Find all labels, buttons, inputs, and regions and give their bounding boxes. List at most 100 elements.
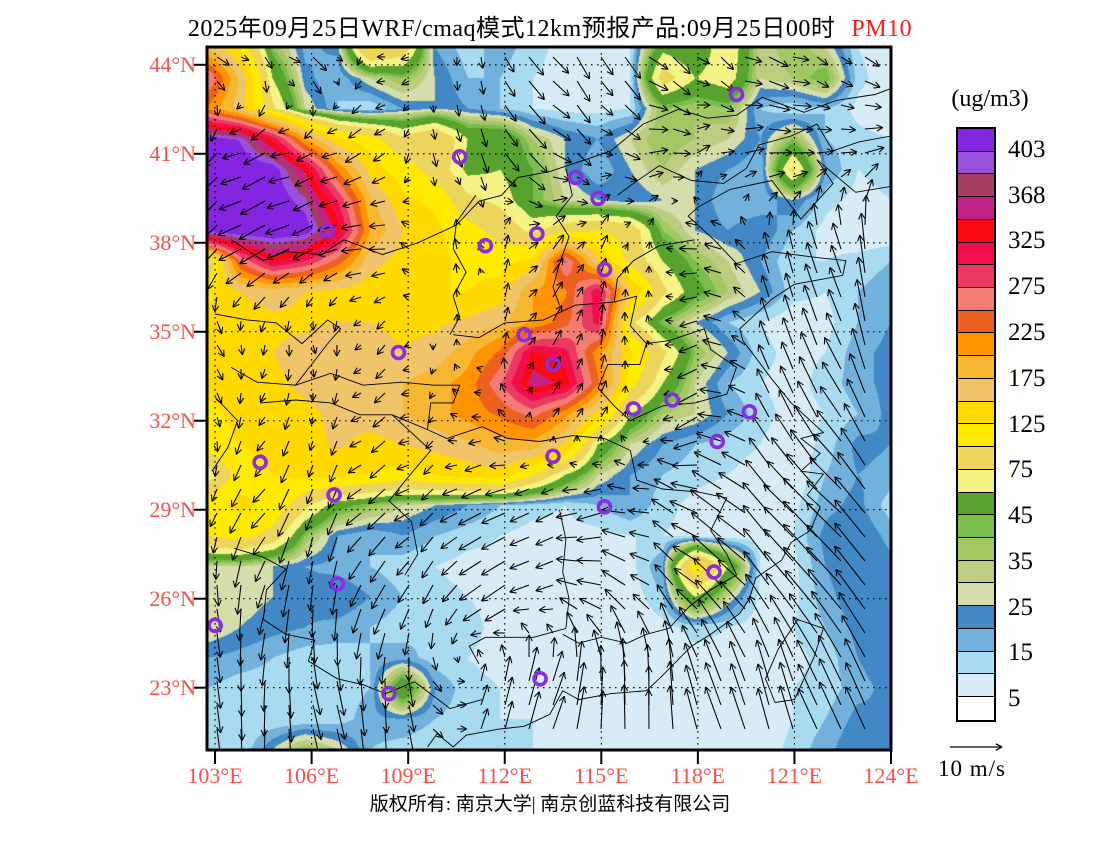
wind-arrow [312, 632, 316, 664]
wind-arrow-head [453, 288, 457, 296]
wind-arrow-head [845, 62, 853, 65]
wind-arrow-head [332, 424, 339, 430]
wind-arrow-head [661, 129, 669, 134]
wind-arrow [421, 488, 434, 501]
wind-arrow [235, 440, 242, 455]
wind-arrow-head [493, 629, 500, 634]
wind-arrow [652, 520, 674, 538]
wind-arrow-head [354, 82, 357, 90]
wind-arrow-head [217, 109, 222, 117]
wind-arrow-head [563, 139, 571, 141]
wind-arrow-head [441, 568, 445, 576]
wind-arrow [668, 638, 674, 682]
wind-arrow-head [333, 80, 340, 86]
wind-arrow [528, 176, 546, 191]
wind-arrow [306, 488, 314, 504]
wind-arrow-head [704, 243, 710, 250]
wind-arrow-head [642, 441, 650, 445]
wind-arrow-head [638, 92, 642, 101]
wind-arrow [293, 200, 314, 212]
wind-arrow-head [355, 653, 362, 660]
wind-arrow [579, 598, 602, 610]
lon-tick-label: 109°E [380, 763, 436, 788]
wind-arrow-head [373, 159, 381, 162]
wind-arrow-head [761, 275, 768, 281]
wind-arrow [720, 56, 734, 70]
wind-arrow [758, 344, 770, 370]
wind-arrow-head [253, 302, 257, 310]
wind-arrow-head [843, 186, 847, 194]
wind-arrow [257, 584, 266, 609]
wind-arrow [535, 536, 554, 546]
wind-arrow-head [563, 672, 566, 680]
wind-arrow-head [453, 657, 459, 664]
wind-arrow [840, 427, 866, 466]
wind-arrow-head [509, 184, 517, 188]
wind-arrow [395, 536, 410, 549]
wind-arrow [241, 176, 266, 190]
city-marker [381, 685, 397, 702]
wind-arrow-head [370, 445, 375, 453]
wind-arrow-head [239, 257, 245, 264]
wind-arrow-head [430, 133, 436, 140]
wind-arrow-head [453, 219, 457, 226]
wind-arrow [484, 608, 506, 622]
wind-arrow-head [678, 346, 684, 353]
wind-arrow-head [803, 284, 810, 291]
lat-tick-label: 35°N [149, 318, 196, 344]
wind-arrow-head [806, 480, 810, 488]
wind-arrow-head [507, 282, 511, 290]
wind-arrow-head [749, 595, 756, 601]
wind-arrow [698, 413, 722, 418]
colorbar-cell [958, 174, 994, 198]
wind-arrow [837, 204, 842, 226]
wind-arrow-head [221, 326, 224, 334]
wind-arrow-head [272, 277, 278, 284]
wind-arrow [259, 392, 266, 403]
wind-arrow-head [784, 294, 790, 300]
wind-arrow-head [427, 416, 431, 424]
wind-arrow-head [731, 334, 739, 337]
lon-tick-label: 124°E [863, 763, 919, 788]
wind-arrow-head [552, 407, 560, 412]
wind-arrow-head [581, 309, 583, 317]
wind-arrow-head [344, 156, 350, 163]
wind-arrow [253, 296, 266, 310]
wind-arrow [696, 56, 711, 65]
lon-tick-label: 118°E [670, 763, 726, 788]
wind-arrow-head [660, 436, 667, 441]
wind-arrow [504, 676, 513, 706]
wind-arrow [432, 176, 436, 187]
wind-arrow [239, 320, 242, 331]
wind-arrow [784, 294, 794, 322]
wind-arrow-head [770, 437, 774, 445]
wind-arrow [782, 500, 818, 538]
wind-arrow-head [637, 464, 645, 469]
wind-arrow-head [313, 370, 317, 378]
wind-arrow-head [240, 208, 245, 215]
wind-arrow-head [758, 148, 765, 154]
wind-arrow-head [829, 245, 832, 253]
wind-arrow-head [802, 171, 809, 178]
wind-arrow-head [698, 599, 705, 604]
wind-arrow-head [751, 617, 754, 626]
wind-arrow-head [508, 217, 512, 225]
wind-arrow [576, 221, 587, 226]
wind-arrow-head [765, 573, 768, 581]
wind-arrow-head [393, 514, 399, 522]
wind-arrow-head [507, 197, 514, 203]
wind-arrow [481, 536, 506, 550]
wind-arrow [370, 200, 386, 206]
wind-arrow-head [519, 462, 526, 468]
wind-arrow-head [481, 543, 486, 550]
wind-arrow-head [763, 253, 769, 260]
wind-arrow-head [662, 419, 671, 422]
wind-arrow-head [826, 312, 833, 318]
wind-arrow-head [256, 447, 264, 452]
wind-arrow-head [583, 686, 587, 694]
wind-arrow [327, 128, 338, 134]
wind-arrow-head [703, 315, 709, 321]
wind-arrow-head [689, 489, 694, 497]
map-boundary-line [613, 239, 695, 303]
wind-arrow [576, 152, 592, 167]
